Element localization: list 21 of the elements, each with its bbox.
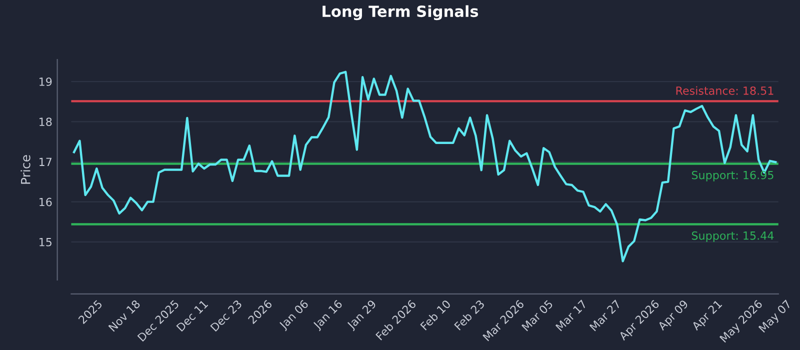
line-series: [72, 70, 777, 262]
ref-line-label: Resistance: 18.51: [676, 86, 774, 95]
x-tick-label: Mar 17: [555, 300, 588, 332]
x-tick-label: Mar 27: [589, 300, 622, 332]
x-tick-label: Feb 10: [420, 299, 452, 330]
y-tick-label: 15: [40, 238, 52, 246]
x-tick-label: Jan 06: [278, 299, 310, 332]
ref-line-label: Support: 15.44: [692, 231, 774, 242]
y-tick-label: 16: [40, 198, 52, 206]
y-axis-title: Price: [20, 155, 30, 184]
x-tick-label: Apr 21: [691, 300, 724, 332]
y-tick-label: 19: [40, 78, 52, 86]
x-tick-label: Jan 29: [346, 299, 378, 332]
x-tick-label: Dec 23: [210, 300, 242, 332]
y-tick-label: 17: [40, 158, 52, 166]
x-tick-label: Apr 09: [657, 299, 690, 332]
y-tick-label: 18: [40, 118, 52, 126]
ref-line-label: Support: 16.95: [692, 170, 774, 182]
chart-title: Long Term Signals: [322, 5, 478, 20]
x-tick-label: Feb 23: [454, 299, 485, 330]
x-tick-label: Jan 16: [312, 299, 344, 332]
